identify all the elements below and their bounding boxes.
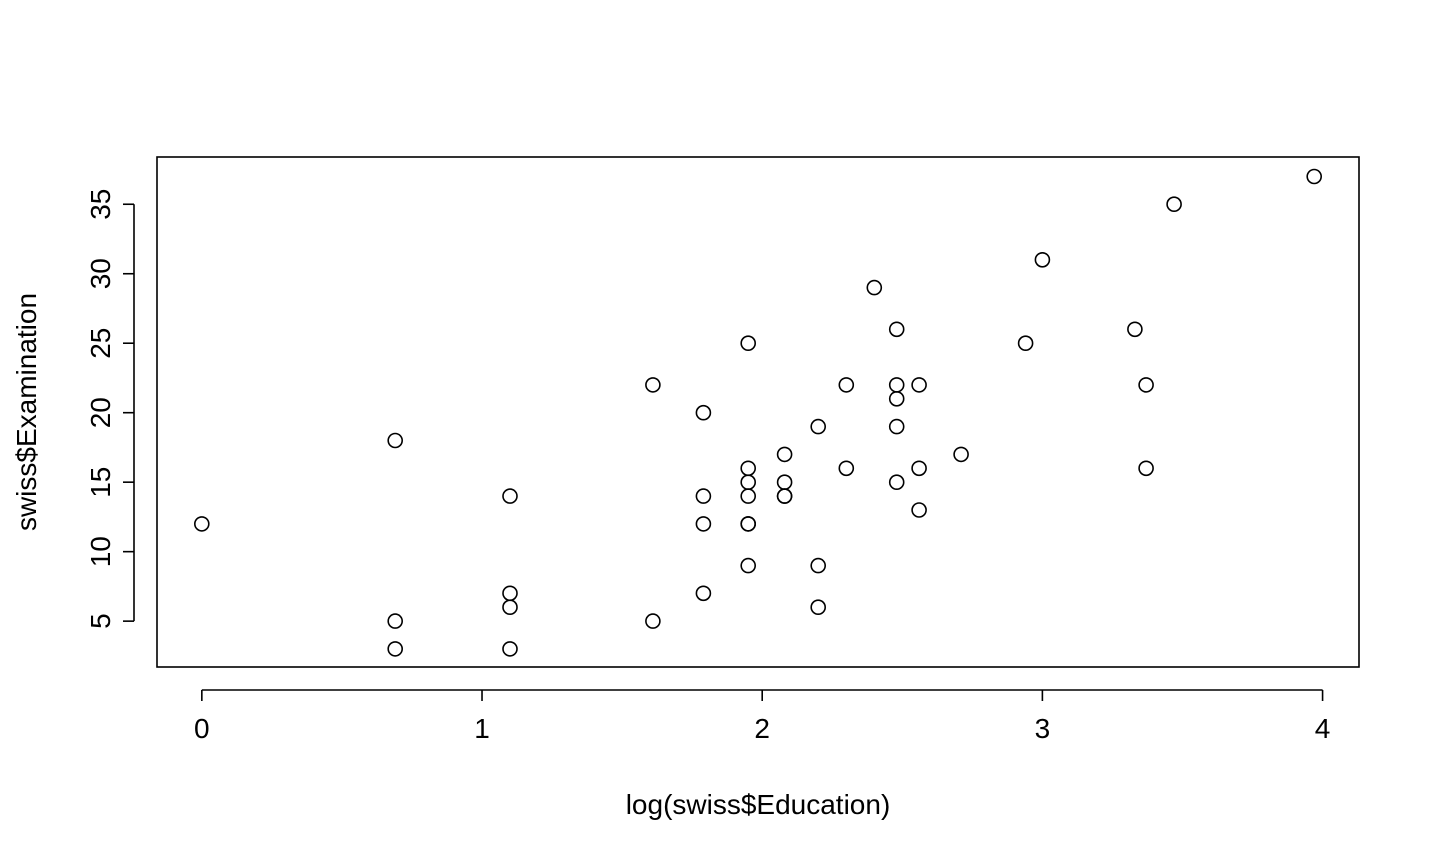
- data-point: [888, 321, 905, 338]
- data-point: [776, 474, 793, 491]
- data-point: [645, 377, 661, 393]
- plot-frame: [156, 156, 1360, 668]
- x-axis: 0 1 2 3 4: [194, 689, 1331, 744]
- data-point: [888, 418, 905, 435]
- data-point: [502, 488, 518, 504]
- y-axis-label: swiss$Examination: [11, 293, 42, 531]
- y-tick-label: 5: [85, 613, 116, 629]
- x-tick-label: 2: [754, 713, 770, 744]
- data-point: [1138, 377, 1154, 393]
- x-tick-label: 4: [1315, 713, 1331, 744]
- data-point: [888, 377, 905, 393]
- data-point: [502, 599, 518, 616]
- data-point: [1306, 168, 1322, 185]
- x-tick-label: 3: [1035, 713, 1051, 744]
- data-point: [502, 585, 518, 602]
- data-point: [838, 460, 855, 477]
- x-axis-label: log(swiss$Education): [626, 789, 891, 820]
- x-tick-label: 0: [194, 713, 210, 744]
- data-point: [695, 488, 712, 504]
- y-tick-label: 20: [85, 397, 116, 428]
- y-tick-label: 10: [85, 536, 116, 567]
- data-point: [387, 432, 404, 449]
- data-point: [810, 557, 827, 574]
- data-point: [911, 460, 927, 477]
- data-point: [911, 502, 927, 518]
- data-point: [776, 446, 793, 463]
- y-tick-label: 25: [85, 328, 116, 359]
- data-point: [1017, 335, 1034, 352]
- data-point: [695, 516, 712, 532]
- data-point: [953, 446, 969, 463]
- data-point: [387, 613, 404, 629]
- data-point: [776, 488, 793, 504]
- data-point: [810, 599, 827, 616]
- data-point: [194, 516, 210, 532]
- data-point: [740, 488, 757, 504]
- data-point: [1034, 251, 1051, 268]
- data-point: [888, 474, 905, 491]
- data-point: [387, 641, 404, 657]
- data-point: [1138, 460, 1154, 477]
- data-point: [502, 641, 518, 657]
- data-point: [695, 585, 712, 602]
- data-point: [695, 404, 712, 421]
- data-point: [740, 335, 757, 352]
- data-points: [194, 168, 1322, 657]
- data-point: [911, 377, 927, 393]
- data-point: [838, 377, 855, 393]
- data-point: [740, 474, 757, 491]
- data-point: [1127, 321, 1143, 338]
- data-point: [740, 460, 757, 477]
- y-axis: 5 10 15 20 25 30 35: [85, 189, 135, 629]
- data-point: [1166, 196, 1182, 212]
- data-point: [645, 613, 661, 629]
- data-point: [740, 516, 757, 532]
- y-tick-label: 30: [85, 258, 116, 289]
- data-point: [740, 557, 757, 574]
- y-tick-label: 15: [85, 467, 116, 498]
- data-point: [866, 279, 883, 296]
- x-tick-label: 1: [474, 713, 490, 744]
- y-tick-label: 35: [85, 189, 116, 220]
- data-point: [810, 418, 827, 435]
- data-point: [888, 390, 905, 407]
